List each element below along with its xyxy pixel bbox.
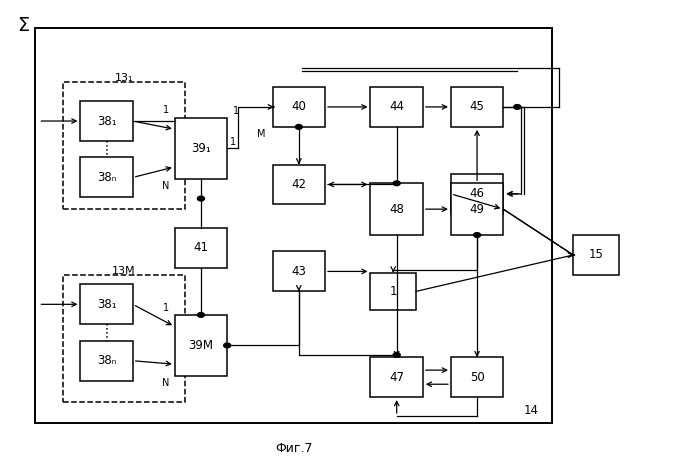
Bar (80, 341, 133, 381)
Text: 13М: 13М (113, 266, 136, 276)
Circle shape (474, 233, 481, 237)
Bar (273, 164, 325, 204)
Bar (573, 235, 619, 275)
Text: 43: 43 (291, 265, 306, 278)
Text: 1: 1 (389, 285, 397, 298)
Bar (451, 174, 503, 214)
Circle shape (393, 181, 400, 186)
Circle shape (197, 196, 204, 201)
Bar (451, 357, 503, 397)
Text: 13₁: 13₁ (115, 73, 134, 84)
Text: 39₁: 39₁ (191, 141, 211, 155)
Bar (63, 82, 185, 209)
Text: 48: 48 (389, 203, 404, 216)
Bar (175, 118, 227, 179)
Bar (370, 87, 423, 127)
Bar (35, 28, 552, 423)
Text: 1: 1 (163, 105, 169, 115)
Bar (175, 315, 227, 376)
Circle shape (224, 343, 231, 348)
Text: 47: 47 (389, 371, 404, 384)
Text: 41: 41 (194, 242, 208, 254)
Circle shape (197, 313, 204, 317)
Circle shape (514, 105, 521, 110)
Text: 50: 50 (470, 371, 484, 384)
Bar (63, 275, 185, 402)
Circle shape (295, 125, 302, 129)
Text: 1: 1 (163, 303, 169, 313)
Text: 45: 45 (470, 101, 484, 113)
Bar (451, 183, 503, 235)
Bar (370, 183, 423, 235)
Text: 39М: 39М (189, 339, 213, 352)
Text: 46: 46 (470, 188, 484, 200)
Text: 40: 40 (291, 101, 306, 113)
Bar (451, 87, 503, 127)
Text: 1: 1 (230, 137, 236, 148)
Text: 38ₙ: 38ₙ (97, 354, 116, 367)
Text: Фиг.7: Фиг.7 (275, 442, 312, 455)
Bar (273, 251, 325, 291)
Text: 38₁: 38₁ (96, 298, 117, 311)
Bar (370, 273, 416, 310)
Text: 42: 42 (291, 178, 306, 191)
Text: 44: 44 (389, 101, 404, 113)
Text: 1: 1 (233, 106, 239, 116)
Circle shape (393, 352, 400, 357)
Text: 38ₙ: 38ₙ (97, 171, 116, 184)
Bar (175, 228, 227, 268)
Text: M: M (257, 129, 266, 139)
Bar (273, 87, 325, 127)
Text: N: N (161, 181, 169, 191)
Text: N: N (161, 378, 169, 388)
Text: 49: 49 (470, 203, 484, 216)
Text: 15: 15 (589, 249, 603, 261)
Bar (80, 157, 133, 197)
Bar (370, 357, 423, 397)
Bar (80, 101, 133, 141)
Text: Σ: Σ (17, 16, 30, 35)
Text: 38₁: 38₁ (96, 115, 117, 127)
Bar (80, 284, 133, 324)
Text: 14: 14 (524, 404, 538, 417)
